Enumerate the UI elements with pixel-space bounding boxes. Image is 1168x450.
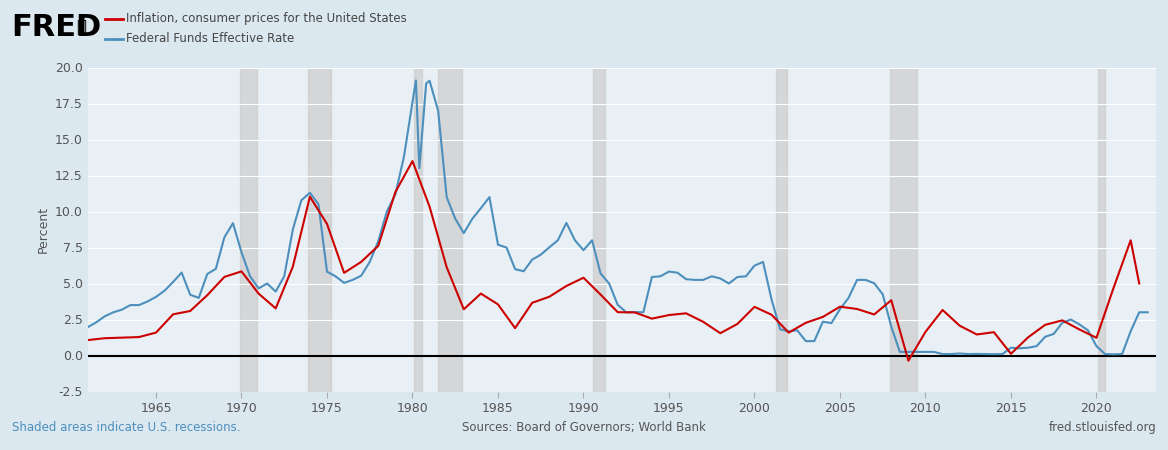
- Bar: [308, 68, 332, 392]
- Bar: [413, 68, 423, 392]
- Bar: [1098, 68, 1105, 392]
- Bar: [890, 68, 917, 392]
- Bar: [241, 68, 257, 392]
- Bar: [438, 68, 463, 392]
- Text: Sources: Board of Governors; World Bank: Sources: Board of Governors; World Bank: [463, 421, 705, 434]
- Bar: [593, 68, 605, 392]
- Text: Inflation, consumer prices for the United States: Inflation, consumer prices for the Unite…: [126, 13, 406, 25]
- Text: FRED: FRED: [12, 13, 102, 41]
- Text: 📈: 📈: [76, 18, 86, 36]
- Text: Shaded areas indicate U.S. recessions.: Shaded areas indicate U.S. recessions.: [12, 421, 241, 434]
- Bar: [776, 68, 787, 392]
- Text: fred.stlouisfed.org: fred.stlouisfed.org: [1049, 421, 1156, 434]
- Y-axis label: Percent: Percent: [36, 206, 49, 253]
- Text: Federal Funds Effective Rate: Federal Funds Effective Rate: [126, 32, 294, 45]
